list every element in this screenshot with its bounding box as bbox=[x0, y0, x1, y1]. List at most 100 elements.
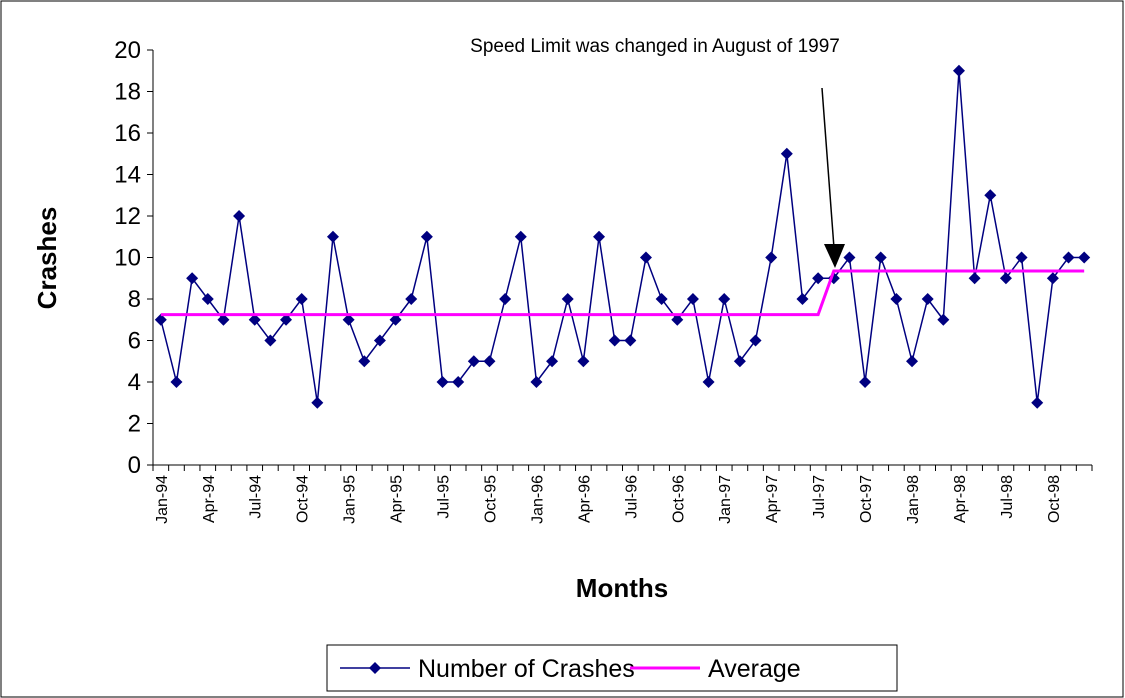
data-point bbox=[890, 293, 903, 305]
data-point bbox=[342, 313, 355, 326]
y-tick-label: 8 bbox=[128, 286, 141, 313]
annotation-arrowhead bbox=[824, 244, 845, 268]
data-point bbox=[812, 272, 825, 285]
x-tick-label: Jan-96 bbox=[529, 475, 546, 524]
legend-marker bbox=[369, 662, 381, 674]
x-tick-label: Oct-97 bbox=[858, 475, 875, 523]
annotation: Speed Limit was changed in August of 199… bbox=[470, 36, 840, 57]
data-point bbox=[452, 376, 465, 388]
y-tick-label: 0 bbox=[128, 452, 141, 479]
data-point bbox=[968, 272, 981, 285]
data-point bbox=[1046, 272, 1059, 285]
y-tick-label: 2 bbox=[128, 411, 141, 438]
data-point bbox=[765, 251, 778, 264]
x-tick-label: Jul-98 bbox=[999, 475, 1016, 519]
data-point bbox=[937, 313, 950, 326]
data-point bbox=[749, 334, 762, 347]
data-point bbox=[311, 396, 324, 409]
data-point bbox=[436, 376, 449, 388]
data-point bbox=[780, 147, 793, 160]
data-point bbox=[280, 313, 293, 326]
data-point bbox=[655, 293, 668, 305]
data-point bbox=[593, 230, 606, 243]
data-point bbox=[546, 355, 559, 368]
data-point bbox=[201, 293, 214, 305]
data-point bbox=[358, 355, 371, 368]
data-point bbox=[1062, 251, 1075, 264]
data-point bbox=[389, 313, 402, 326]
y-tick-label: 14 bbox=[114, 162, 141, 189]
x-tick-label: Apr-97 bbox=[764, 475, 781, 523]
data-point bbox=[1015, 251, 1028, 264]
data-point bbox=[906, 355, 919, 368]
x-tick-label: Apr-96 bbox=[576, 475, 593, 523]
legend-box bbox=[326, 644, 898, 692]
data-point bbox=[154, 313, 167, 326]
x-tick-label: Jul-96 bbox=[623, 475, 640, 519]
data-point bbox=[952, 64, 965, 77]
data-point bbox=[530, 376, 543, 388]
data-point bbox=[420, 230, 433, 243]
y-tick-label: 20 bbox=[114, 37, 141, 64]
data-point bbox=[499, 293, 512, 305]
data-point bbox=[483, 355, 496, 368]
data-point bbox=[624, 334, 637, 347]
legend-label: Average bbox=[708, 655, 801, 683]
data-point bbox=[671, 313, 684, 326]
x-tick-label: Oct-96 bbox=[670, 475, 687, 523]
data-point bbox=[217, 313, 230, 326]
y-tick-label: 4 bbox=[128, 369, 141, 396]
x-tick-label: Jan-98 bbox=[905, 475, 922, 524]
data-point bbox=[248, 313, 261, 326]
data-point bbox=[326, 230, 339, 243]
data-point bbox=[718, 293, 731, 305]
data-point bbox=[608, 334, 621, 347]
series-line bbox=[160, 70, 1085, 403]
data-point bbox=[577, 355, 590, 368]
y-tick-label: 18 bbox=[114, 79, 141, 106]
data-point bbox=[686, 293, 699, 305]
y-tick-label: 10 bbox=[114, 245, 141, 272]
y-tick-label: 16 bbox=[114, 120, 141, 147]
data-point bbox=[639, 251, 652, 264]
x-tick-label: Oct-95 bbox=[482, 475, 499, 523]
data-point bbox=[514, 230, 527, 243]
data-point bbox=[561, 293, 574, 305]
x-tick-label: Jan-97 bbox=[717, 475, 734, 524]
data-point bbox=[295, 293, 308, 305]
data-point bbox=[170, 376, 183, 388]
x-axis-title: Months bbox=[576, 573, 668, 603]
data-point bbox=[843, 251, 856, 264]
data-point bbox=[233, 210, 246, 222]
data-point bbox=[859, 376, 872, 388]
annotation-arrow bbox=[821, 87, 835, 249]
data-point bbox=[373, 334, 386, 347]
data-point bbox=[796, 293, 809, 305]
data-point bbox=[921, 293, 934, 305]
y-tick-label: 6 bbox=[128, 328, 141, 355]
data-point bbox=[186, 272, 199, 285]
y-tick-label: 12 bbox=[114, 203, 141, 230]
x-tick-label: Apr-95 bbox=[389, 475, 406, 523]
data-point bbox=[984, 189, 997, 202]
legend-label: Number of Crashes bbox=[418, 655, 635, 683]
data-point bbox=[405, 293, 418, 305]
x-tick-label: Apr-98 bbox=[952, 475, 969, 523]
x-tick-label: Jul-97 bbox=[811, 475, 828, 519]
y-axis-title: Crashes bbox=[32, 207, 62, 310]
x-tick-label: Jul-94 bbox=[248, 475, 265, 519]
series-line bbox=[160, 269, 1085, 317]
x-tick-label: Oct-94 bbox=[295, 475, 312, 523]
data-point bbox=[1078, 251, 1091, 264]
x-tick-label: Apr-94 bbox=[201, 475, 218, 523]
data-point bbox=[733, 355, 746, 368]
data-point bbox=[874, 251, 887, 264]
x-tick-label: Oct-98 bbox=[1046, 475, 1063, 523]
data-point bbox=[264, 334, 277, 347]
x-tick-label: Jul-95 bbox=[436, 475, 453, 519]
data-point bbox=[999, 272, 1012, 285]
x-tick-label: Jan-94 bbox=[154, 475, 171, 524]
data-point bbox=[1031, 396, 1044, 409]
